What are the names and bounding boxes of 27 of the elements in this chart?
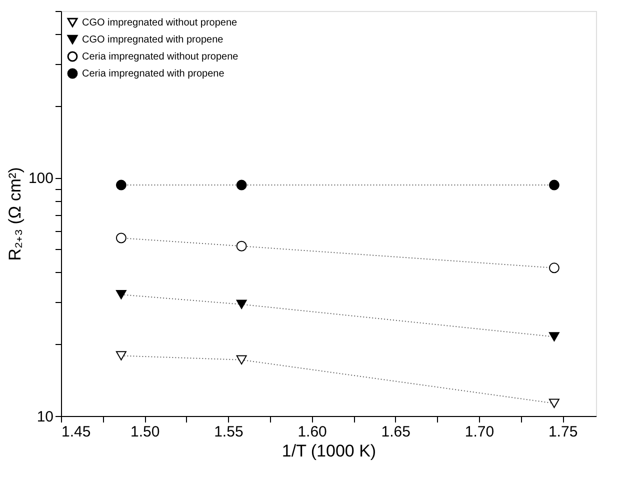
x-tick-label: 1.75 bbox=[548, 424, 578, 440]
legend-label: CGO impregnated without propene bbox=[82, 18, 238, 28]
point bbox=[548, 262, 560, 274]
y-tick-label: 10 bbox=[36, 408, 54, 426]
legend-label: Ceria impregnated with propene bbox=[82, 68, 225, 80]
x-tick-label: 1.70 bbox=[464, 424, 494, 440]
x-tick-label: 1.55 bbox=[214, 424, 244, 440]
point bbox=[236, 300, 247, 309]
x-axis-title: 1/T (1000 K) bbox=[282, 442, 376, 460]
x-tick-label: 1.60 bbox=[298, 424, 327, 440]
point bbox=[548, 332, 560, 342]
y-tick-label: 100 bbox=[28, 170, 54, 188]
point bbox=[116, 351, 126, 360]
point bbox=[548, 398, 560, 408]
y-axis-title: R₂₊₃ (Ω cm²) bbox=[5, 167, 24, 261]
point bbox=[236, 240, 247, 252]
x-tick-label: 1.65 bbox=[381, 424, 410, 440]
point bbox=[116, 290, 126, 300]
x-tick-label: 1.50 bbox=[130, 424, 160, 440]
point bbox=[236, 355, 247, 364]
point bbox=[548, 180, 560, 190]
point bbox=[116, 180, 126, 190]
legend-label: Ceria impregnated without propene bbox=[82, 52, 239, 62]
x-tick-label: 1.45 bbox=[62, 424, 91, 440]
legend-label: CGO impregnated with propene bbox=[82, 34, 224, 46]
point bbox=[116, 232, 126, 244]
point bbox=[236, 180, 247, 190]
